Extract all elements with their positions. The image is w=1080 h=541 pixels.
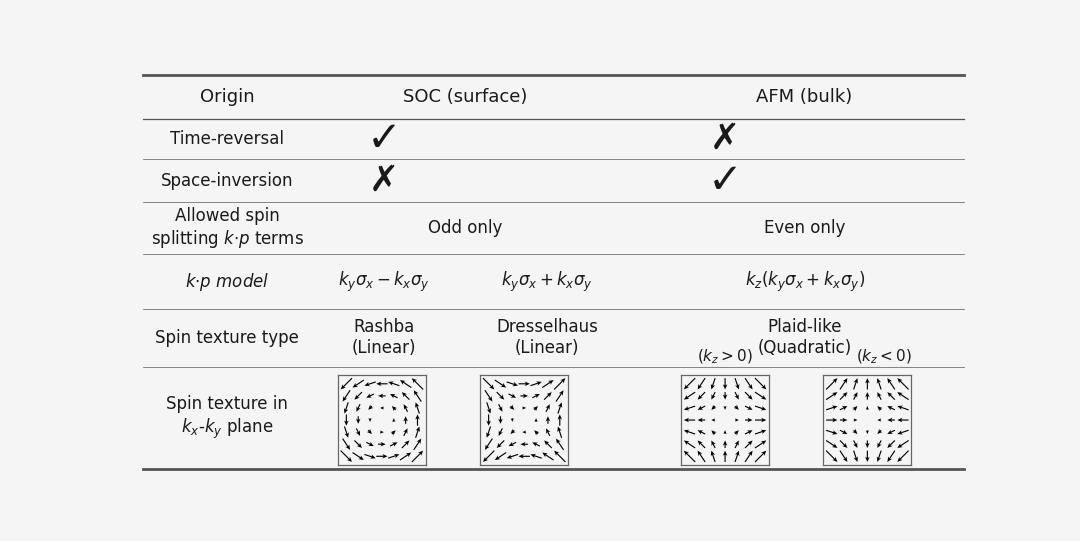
Text: $k_z(k_y\sigma_x + k_x\sigma_y)$: $k_z(k_y\sigma_x + k_x\sigma_y)$ — [744, 269, 865, 294]
Text: ✓: ✓ — [707, 160, 743, 201]
Text: AFM (bulk): AFM (bulk) — [756, 88, 853, 106]
Text: Spin texture type: Spin texture type — [156, 329, 299, 347]
Text: SOC (surface): SOC (surface) — [404, 88, 528, 106]
Text: $(k_z > 0)$: $(k_z > 0)$ — [698, 347, 753, 366]
Text: Space-inversion: Space-inversion — [161, 171, 294, 189]
Text: $k_y\sigma_x + k_x\sigma_y$: $k_y\sigma_x + k_x\sigma_y$ — [501, 269, 593, 294]
Text: Dresselhaus
(Linear): Dresselhaus (Linear) — [497, 318, 598, 357]
Text: Plaid-like
(Quadratic): Plaid-like (Quadratic) — [757, 318, 852, 357]
Text: Spin texture in
$k_x$-$k_y$ plane: Spin texture in $k_x$-$k_y$ plane — [166, 395, 288, 441]
Text: $k{\cdot}p$ model: $k{\cdot}p$ model — [185, 270, 269, 293]
Text: Rashba
(Linear): Rashba (Linear) — [352, 318, 416, 357]
Text: $(k_z < 0)$: $(k_z < 0)$ — [856, 347, 912, 366]
Text: ✗: ✗ — [710, 122, 740, 156]
Text: ✓: ✓ — [366, 118, 402, 160]
Text: ✗: ✗ — [369, 163, 400, 197]
Text: Odd only: Odd only — [429, 220, 503, 237]
Text: Origin: Origin — [200, 88, 255, 106]
Text: Even only: Even only — [764, 220, 846, 237]
Text: Time-reversal: Time-reversal — [170, 130, 284, 148]
Text: $k_y\sigma_x - k_x\sigma_y$: $k_y\sigma_x - k_x\sigma_y$ — [338, 269, 430, 294]
Text: Allowed spin
splitting $k{\cdot}p$ terms: Allowed spin splitting $k{\cdot}p$ terms — [150, 207, 303, 250]
